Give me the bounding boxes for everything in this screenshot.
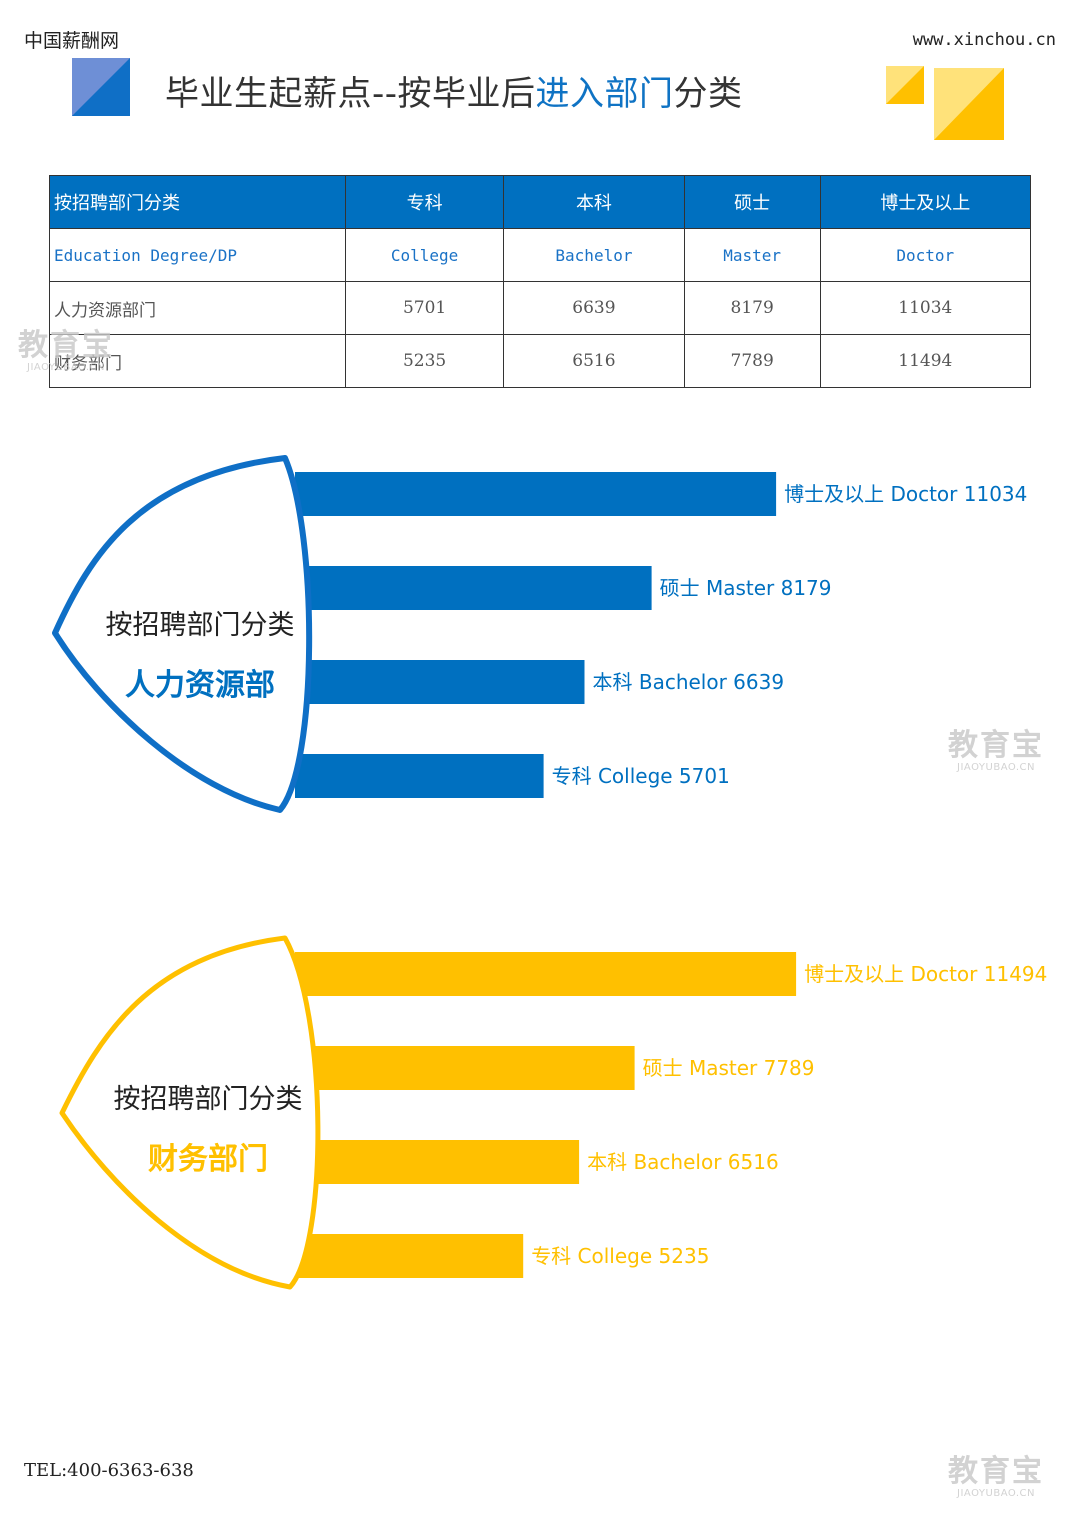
chart-finance-department: 博士及以上 Doctor 11494 硕士 Master 7789 本科 Bache… (0, 925, 1080, 1305)
bar-label: 博士及以上 Doctor 11494 (804, 962, 1047, 986)
bar-label: 专科 College 5701 (552, 764, 730, 788)
table-cell: 8179 (683, 281, 821, 335)
bar-label: 博士及以上 Doctor 11034 (784, 482, 1027, 506)
watermark: 教育宝 JIAOYUBAO.CN (948, 1454, 1044, 1500)
bar-label: 硕士 Master 8179 (660, 576, 832, 600)
shield-text: 按招聘部门分类 财务部门 (78, 1077, 338, 1178)
logo-left-icon (72, 58, 130, 116)
table-row: 财务部门 5235 6516 7789 11494 (49, 334, 1032, 388)
bar (295, 472, 777, 516)
table-cell: 11034 (819, 281, 1032, 335)
footer-tel: TEL:400-6363-638 (24, 1460, 194, 1481)
table-cell: 5701 (344, 281, 505, 335)
table-header-college: 专科 (344, 175, 505, 229)
bar (295, 754, 544, 798)
table-header-doctor: 博士及以上 (819, 175, 1032, 229)
salary-table: 按招聘部门分类 专科 本科 硕士 博士及以上 Education Degree/… (49, 175, 1032, 388)
bar (295, 1234, 524, 1278)
table-cell: 6639 (503, 281, 685, 335)
chart-finance-svg: 博士及以上 Doctor 11494 硕士 Master 7789 本科 Bache… (59, 935, 1047, 1290)
watermark: 教育宝 JIAOYUBAO.CN (948, 728, 1044, 774)
table-header-master: 硕士 (683, 175, 821, 229)
site-url[interactable]: www.xinchou.cn (912, 30, 1056, 50)
shield-text: 按招聘部门分类 人力资源部 (70, 603, 330, 704)
bar (295, 952, 797, 996)
table-cell: Master (683, 228, 821, 282)
page-title: 毕业生起薪点--按毕业后进入部门分类 (165, 74, 743, 114)
watermark: 教育宝 JIAOYUBAO.CN (18, 328, 114, 374)
shield-outline (59, 935, 321, 1290)
bar-label: 硕士 Master 7789 (643, 1056, 815, 1080)
table-row: Education Degree/DP College Bachelor Mas… (49, 228, 1032, 282)
bar-label: 专科 College 5235 (531, 1244, 709, 1268)
bar-label: 本科 Bachelor 6516 (587, 1150, 779, 1174)
bar (295, 1046, 635, 1090)
table-cell: 5235 (344, 334, 505, 388)
table-header-bachelor: 本科 (503, 175, 685, 229)
shield-department: 人力资源部 (125, 668, 275, 703)
shield-department: 财务部门 (148, 1142, 268, 1177)
shield-outline (52, 455, 313, 813)
table-cell: Doctor (819, 228, 1032, 282)
bar (295, 660, 585, 704)
logo-right-icon (886, 66, 1004, 140)
chart-hr-department: 博士及以上 Doctor 11034 硕士 Master 8179 本科 Bache… (0, 445, 1080, 825)
chart-hr-svg: 博士及以上 Doctor 11034 硕士 Master 8179 本科 Bache… (52, 455, 1027, 813)
table-row: 人力资源部门 5701 6639 8179 11034 (49, 281, 1032, 335)
table-cell: Bachelor (503, 228, 685, 282)
bar-label: 本科 Bachelor 6639 (593, 670, 785, 694)
table-cell: 11494 (819, 334, 1032, 388)
shield-heading: 按招聘部门分类 (105, 610, 295, 641)
shield-heading: 按招聘部门分类 (113, 1084, 303, 1115)
table-cell: 7789 (683, 334, 821, 388)
bar (295, 1140, 580, 1184)
brand-name: 中国薪酬网 (24, 30, 120, 52)
table-cell: 人力资源部门 (49, 281, 346, 335)
table-header-category: 按招聘部门分类 (49, 175, 346, 229)
table-cell: 6516 (503, 334, 685, 388)
table-cell: College (344, 228, 505, 282)
table-cell: 财务部门 (49, 334, 346, 388)
bar (295, 566, 652, 610)
table-cell: Education Degree/DP (49, 228, 346, 282)
